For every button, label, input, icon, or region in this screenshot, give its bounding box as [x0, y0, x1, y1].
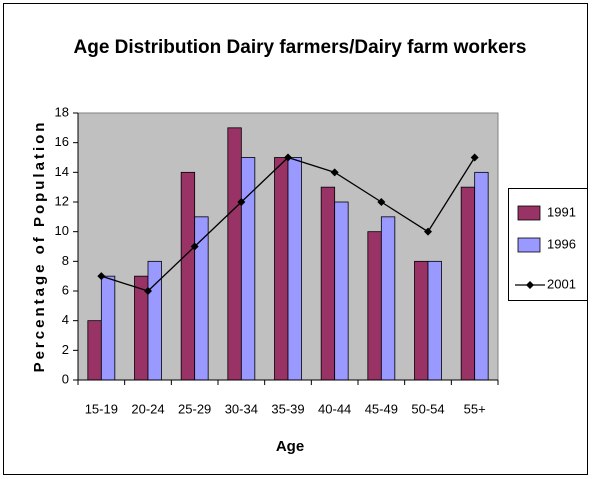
bar — [227, 127, 242, 381]
y-tick-label: 4 — [62, 312, 69, 327]
y-axis-title: Percentage of Population — [31, 120, 48, 373]
x-tick-label: 45-49 — [365, 401, 398, 416]
x-tick-label: 20-24 — [131, 401, 164, 416]
bar — [100, 275, 116, 381]
bar — [474, 171, 489, 381]
y-tick-label: 2 — [62, 342, 69, 357]
y-tick-label: 0 — [62, 371, 69, 386]
y-tick-label: 14 — [55, 164, 69, 179]
legend-label: 1996 — [547, 236, 576, 251]
x-tick-label: 25-29 — [178, 401, 211, 416]
x-tick-label: 30-34 — [225, 401, 258, 416]
y-tick-label: 12 — [55, 193, 69, 208]
bar — [87, 320, 102, 381]
bar — [427, 260, 442, 381]
y-tick-label: 16 — [55, 134, 69, 149]
legend-swatch — [517, 237, 541, 253]
bar — [180, 171, 196, 381]
line-marker — [470, 153, 479, 162]
bar — [367, 231, 382, 381]
line-marker — [237, 198, 246, 206]
line-marker — [190, 242, 199, 251]
legend-marker — [526, 281, 534, 289]
legend-swatch — [517, 205, 541, 221]
legend-label: 1991 — [547, 204, 576, 219]
chart-title: Age Distribution Dairy farmers/Dairy far… — [74, 37, 527, 58]
y-tick-label: 18 — [55, 104, 69, 119]
bar — [460, 186, 476, 381]
bar — [274, 157, 289, 381]
bar — [287, 157, 302, 381]
line-marker — [330, 168, 339, 177]
x-axis-title: Age — [276, 438, 304, 455]
y-tick-label: 10 — [55, 223, 69, 238]
bar — [334, 201, 349, 381]
bar — [414, 260, 429, 381]
bar — [194, 216, 209, 381]
x-tick-label: 55+ — [464, 401, 486, 416]
bar — [380, 216, 396, 381]
x-tick-label: 50-54 — [411, 401, 444, 416]
line-marker — [144, 287, 152, 295]
line-marker — [284, 153, 292, 162]
line-marker — [377, 198, 386, 206]
bar — [147, 260, 162, 381]
y-tick-label: 6 — [62, 282, 69, 297]
legend-label: 2001 — [547, 276, 576, 291]
x-tick-label: 15-19 — [85, 401, 118, 416]
y-tick-label: 8 — [62, 253, 69, 268]
x-tick-label: 40-44 — [318, 401, 351, 416]
bar — [320, 186, 336, 381]
x-tick-label: 35-39 — [271, 401, 304, 416]
line-marker — [424, 227, 432, 236]
line-marker — [97, 272, 106, 281]
